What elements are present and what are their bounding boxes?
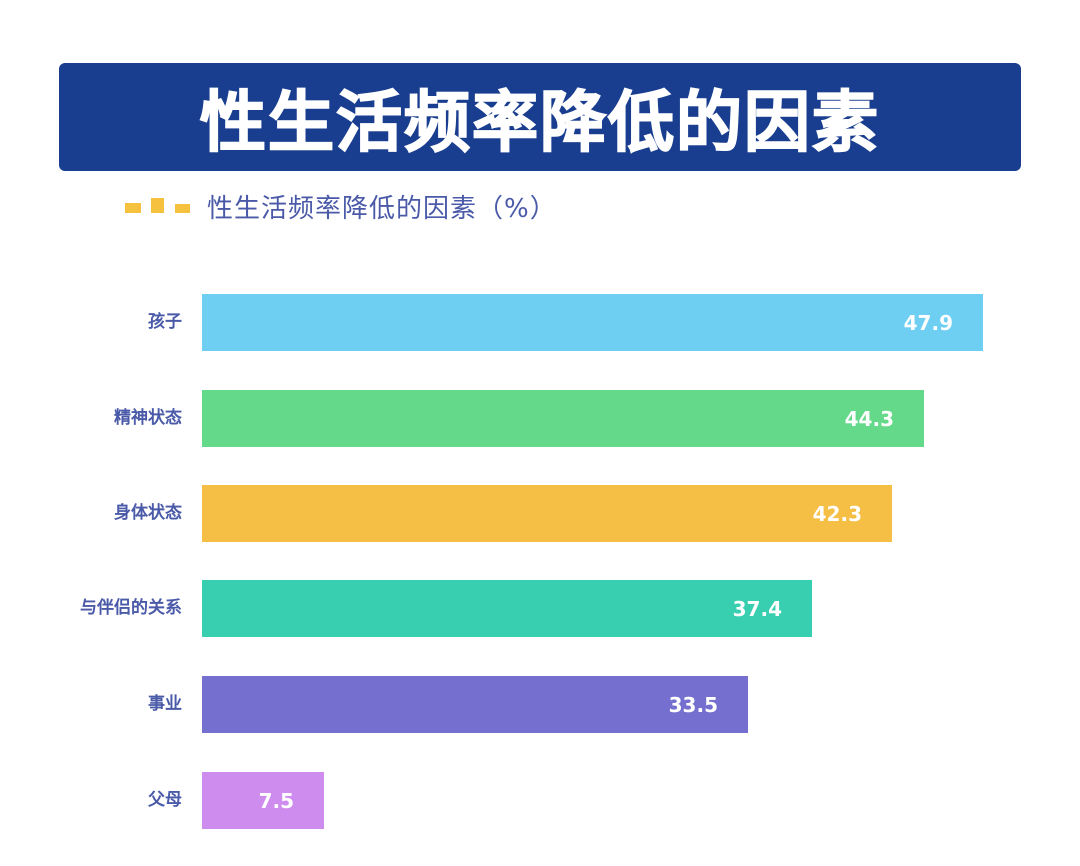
bar: 47.9 (202, 294, 983, 351)
category-label: 孩子 (148, 312, 182, 332)
category-label: 精神状态 (114, 408, 182, 428)
category-label: 身体状态 (114, 503, 182, 523)
bar-value-label: 42.3 (812, 501, 862, 526)
bar-value-label: 37.4 (732, 596, 782, 621)
chart-row: 父母 7.5 (0, 772, 1080, 829)
chart-row: 身体状态 42.3 (0, 485, 1080, 542)
chart-row: 精神状态 44.3 (0, 390, 1080, 447)
bar: 7.5 (202, 772, 324, 829)
chart-row: 与伴侣的关系 37.4 (0, 580, 1080, 637)
bar-value-label: 33.5 (668, 692, 718, 717)
title-banner: 性生活频率降低的因素 (59, 63, 1021, 171)
category-label: 事业 (148, 694, 182, 714)
category-label: 与伴侣的关系 (80, 598, 182, 618)
chart-legend: 性生活频率降低的因素（%） (125, 186, 557, 226)
bar: 37.4 (202, 580, 812, 637)
legend-label: 性生活频率降低的因素（%） (207, 193, 557, 224)
bar-value-label: 44.3 (844, 406, 894, 431)
bar: 33.5 (202, 676, 748, 733)
chart-row: 孩子 47.9 (0, 294, 1080, 351)
bar-value-label: 7.5 (258, 788, 294, 813)
legend-marker-icon (125, 196, 195, 216)
bar: 44.3 (202, 390, 924, 447)
bar: 42.3 (202, 485, 892, 542)
page-title: 性生活频率降低的因素 (199, 83, 880, 162)
bar-value-label: 47.9 (903, 310, 953, 335)
chart-row: 事业 33.5 (0, 676, 1080, 733)
category-label: 父母 (148, 790, 182, 810)
